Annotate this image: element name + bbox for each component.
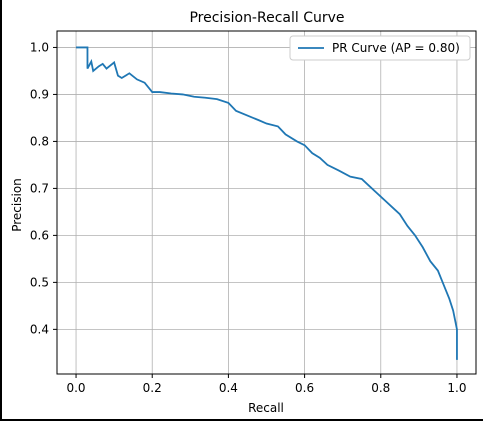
y-axis-label: Precision <box>10 178 24 232</box>
y-tick-label: 0.9 <box>30 87 49 101</box>
y-tick-label: 0.7 <box>30 181 49 195</box>
x-tick-label: 1.0 <box>447 381 466 395</box>
x-axis-label: Recall <box>248 401 284 415</box>
x-tick-label: 0.6 <box>295 381 314 395</box>
x-tick-label: 0.2 <box>143 381 162 395</box>
y-axis: 0.4 0.5 0.6 0.7 0.8 0.9 1.0 <box>30 40 57 336</box>
y-tick-label: 1.0 <box>30 40 49 54</box>
y-tick-label: 0.4 <box>30 322 49 336</box>
x-tick-label: 0.4 <box>219 381 238 395</box>
y-tick-label: 0.8 <box>30 134 49 148</box>
chart-title: Precision-Recall Curve <box>189 10 344 26</box>
x-tick-label: 0.8 <box>371 381 390 395</box>
legend: PR Curve (AP = 0.80) <box>290 36 470 60</box>
grid <box>57 31 476 374</box>
y-tick-label: 0.6 <box>30 228 49 242</box>
legend-entry: PR Curve (AP = 0.80) <box>332 41 460 55</box>
x-axis: 0.0 0.2 0.4 0.6 0.8 1.0 <box>66 374 466 395</box>
y-tick-label: 0.5 <box>30 275 49 289</box>
plot-area <box>57 31 476 374</box>
x-tick-label: 0.0 <box>66 381 85 395</box>
